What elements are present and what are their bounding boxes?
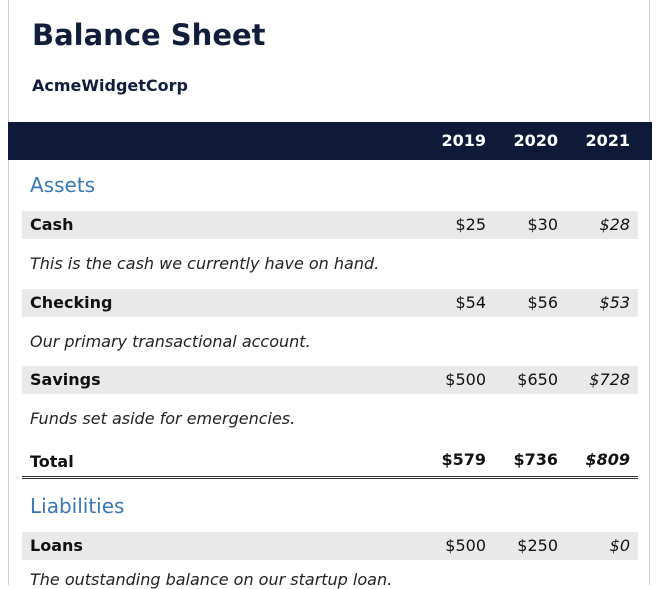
row-value-2021: $28 [599,215,630,234]
total-value-2021: $809 [585,450,630,469]
table-row-total: Total $579 $736 $809 [22,446,638,479]
page-title: Balance Sheet [32,18,266,52]
table-row-cash: Cash $25 $30 $28 [22,211,638,239]
row-value-2020: $30 [527,215,558,234]
row-value-2020: $250 [517,536,558,555]
row-value-2019: $500 [445,536,486,555]
row-label: Checking [30,293,113,312]
row-label: Cash [30,215,74,234]
year-header-bar: 2019 2020 2021 [8,122,652,160]
row-note-savings: Funds set aside for emergencies. [30,409,296,428]
total-value-2019: $579 [441,450,486,469]
section-heading-assets: Assets [30,173,96,197]
row-value-2021: $53 [599,293,630,312]
year-header-2020: 2020 [513,131,558,150]
row-value-2021: $0 [609,536,630,555]
row-value-2020: $650 [517,370,558,389]
row-value-2020: $56 [527,293,558,312]
total-label: Total [30,452,74,471]
table-row-savings: Savings $500 $650 $728 [22,366,638,394]
row-label: Savings [30,370,101,389]
year-header-2021: 2021 [585,131,630,150]
row-value-2019: $54 [455,293,486,312]
total-value-2020: $736 [513,450,558,469]
section-heading-liabilities: Liabilities [30,494,125,518]
table-row-checking: Checking $54 $56 $53 [22,289,638,317]
company-name: AcmeWidgetCorp [32,76,189,95]
row-value-2019: $500 [445,370,486,389]
row-value-2019: $25 [455,215,486,234]
row-label: Loans [30,536,83,555]
table-row-loans: Loans $500 $250 $0 [22,532,638,560]
row-note-cash: This is the cash we currently have on ha… [30,254,380,273]
row-note-checking: Our primary transactional account. [30,332,311,351]
row-note-loans: The outstanding balance on our startup l… [30,570,393,589]
year-header-2019: 2019 [441,131,486,150]
row-value-2021: $728 [589,370,630,389]
